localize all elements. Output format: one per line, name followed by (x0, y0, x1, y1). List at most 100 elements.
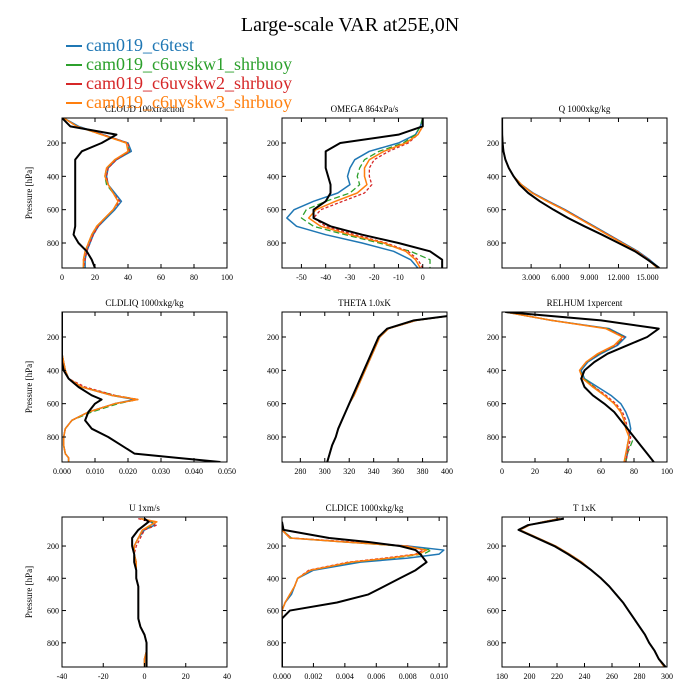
x-tick-label: 40 (223, 672, 231, 681)
x-tick-label: -40 (57, 672, 68, 681)
plot-frame (501, 311, 668, 463)
y-tick-label: 600 (47, 206, 59, 215)
series-line-0 (63, 118, 133, 268)
y-tick-label: 400 (267, 172, 279, 181)
x-tick-label: 100 (221, 273, 233, 282)
x-tick-label: 100 (661, 467, 673, 476)
panel-0: 0 20 40 60 80 100 200 400 600 800 CLOUD 100xfracti… (24, 104, 233, 282)
legend-label: cam019_c6uvskw1_shrbuoy (86, 54, 292, 74)
series-line-obs (312, 118, 444, 268)
x-tick-label: 12.000 (607, 273, 629, 282)
panel-4: 280 300 320 340 360 380 400 200 400 600 800 THETA 1… (267, 298, 453, 476)
series-line-1 (505, 312, 635, 462)
legend-swatch (66, 101, 82, 104)
y-tick-label: 400 (487, 172, 499, 181)
x-tick-label: 300 (661, 672, 673, 681)
x-tick-label: 400 (441, 467, 453, 476)
x-tick-label: 0.002 (304, 672, 322, 681)
y-tick-label: 600 (267, 607, 279, 616)
legend-item: cam019_c6test (66, 36, 292, 55)
x-tick-label: 80 (630, 467, 638, 476)
plot-frame (61, 516, 228, 668)
series-line-obs (505, 312, 660, 462)
x-tick-label: 20 (531, 467, 539, 476)
x-tick-label: -10 (393, 273, 404, 282)
y-tick-label: 400 (487, 366, 499, 375)
y-tick-label: 200 (487, 542, 499, 551)
x-tick-label: 15.000 (637, 273, 659, 282)
x-tick-label: 0.000 (273, 672, 291, 681)
y-tick-label: 600 (47, 400, 59, 409)
y-tick-label: 600 (487, 607, 499, 616)
x-tick-label: -50 (296, 273, 307, 282)
x-tick-label: 0.004 (336, 672, 354, 681)
series-line-1 (326, 315, 447, 462)
y-axis-label: Pressure [hPa] (24, 167, 34, 219)
x-tick-label: -40 (320, 273, 331, 282)
x-tick-label: 180 (496, 672, 508, 681)
y-tick-label: 200 (267, 333, 279, 342)
series-line-3 (307, 118, 424, 268)
panel-title: CLDLIQ 1000xkg/kg (105, 298, 184, 308)
legend-item: cam019_c6uvskw2_shrbuoy (66, 74, 292, 93)
panel-title: OMEGA 864xPa/s (331, 104, 399, 114)
y-tick-label: 800 (487, 639, 499, 648)
series-line-2 (505, 312, 632, 462)
panel-3: 0.000 0.010 0.020 0.030 0.040 0.050 200 400 600 8… (24, 298, 236, 476)
plot-frame (501, 516, 668, 668)
y-tick-label: 800 (47, 239, 59, 248)
series-line-obs (502, 118, 660, 268)
x-tick-label: 0 (143, 672, 147, 681)
y-tick-label: 600 (267, 206, 279, 215)
series-line-3 (62, 312, 139, 462)
x-tick-label: 0 (60, 273, 64, 282)
y-tick-label: 400 (47, 172, 59, 181)
panel-1: -50 -40 -30 -20 -10 0 200 400 600 800 OMEGA 864xPa… (267, 104, 448, 282)
x-tick-label: 0.020 (119, 467, 137, 476)
legend-item: cam019_c6uvskw3_shrbuoy (66, 93, 292, 112)
x-tick-label: 280 (634, 672, 646, 681)
series-line-obs (131, 517, 150, 667)
y-tick-label: 200 (487, 333, 499, 342)
series-line-2 (502, 118, 659, 268)
x-tick-label: 0.008 (399, 672, 417, 681)
y-tick-label: 600 (487, 400, 499, 409)
plot-frame (501, 117, 668, 269)
series-line-3 (63, 118, 129, 268)
x-tick-label: 0 (500, 467, 504, 476)
x-tick-label: 0.000 (53, 467, 71, 476)
x-tick-label: 260 (606, 672, 618, 681)
legend-label: cam019_c6uvskw3_shrbuoy (86, 92, 292, 112)
panel-8: 180 200 220 240 260 280 300 200 400 600 800 T 1xK (487, 503, 673, 681)
legend: cam019_c6test cam019_c6uvskw1_shrbuoy ca… (66, 36, 292, 112)
panel-title: RELHUM 1xpercent (547, 298, 623, 308)
panel-title: Q 1000xkg/kg (559, 104, 611, 114)
x-tick-label: -20 (369, 273, 380, 282)
y-tick-label: 400 (487, 574, 499, 583)
plot-frame (281, 516, 448, 668)
panel-title: CLOUD 100xfraction (105, 104, 185, 114)
plot-frame (61, 311, 228, 463)
y-tick-label: 800 (47, 639, 59, 648)
y-axis-label: Pressure [hPa] (24, 361, 34, 413)
series-line-0 (62, 312, 136, 462)
series-line-2 (62, 312, 139, 462)
series-line-2 (326, 315, 447, 462)
legend-label: cam019_c6test (86, 35, 194, 55)
y-axis-label: Pressure [hPa] (24, 566, 34, 618)
x-tick-label: 60 (157, 273, 165, 282)
page-title: Large-scale VAR at25E,0N (240, 14, 460, 36)
series-line-3 (326, 315, 447, 462)
legend-swatch (66, 63, 82, 66)
y-tick-label: 800 (47, 433, 59, 442)
series-line-0 (505, 312, 632, 462)
y-tick-label: 200 (47, 333, 59, 342)
x-tick-label: 280 (294, 467, 306, 476)
plot-frame (281, 311, 448, 463)
y-tick-label: 200 (487, 139, 499, 148)
y-tick-label: 800 (267, 433, 279, 442)
legend-label: cam019_c6uvskw2_shrbuoy (86, 73, 292, 93)
y-tick-label: 200 (47, 542, 59, 551)
panel-6: -40 -20 0 20 40 200 400 600 800 U 1xm/s Pressure [… (24, 503, 231, 681)
series-line-1 (62, 312, 139, 462)
